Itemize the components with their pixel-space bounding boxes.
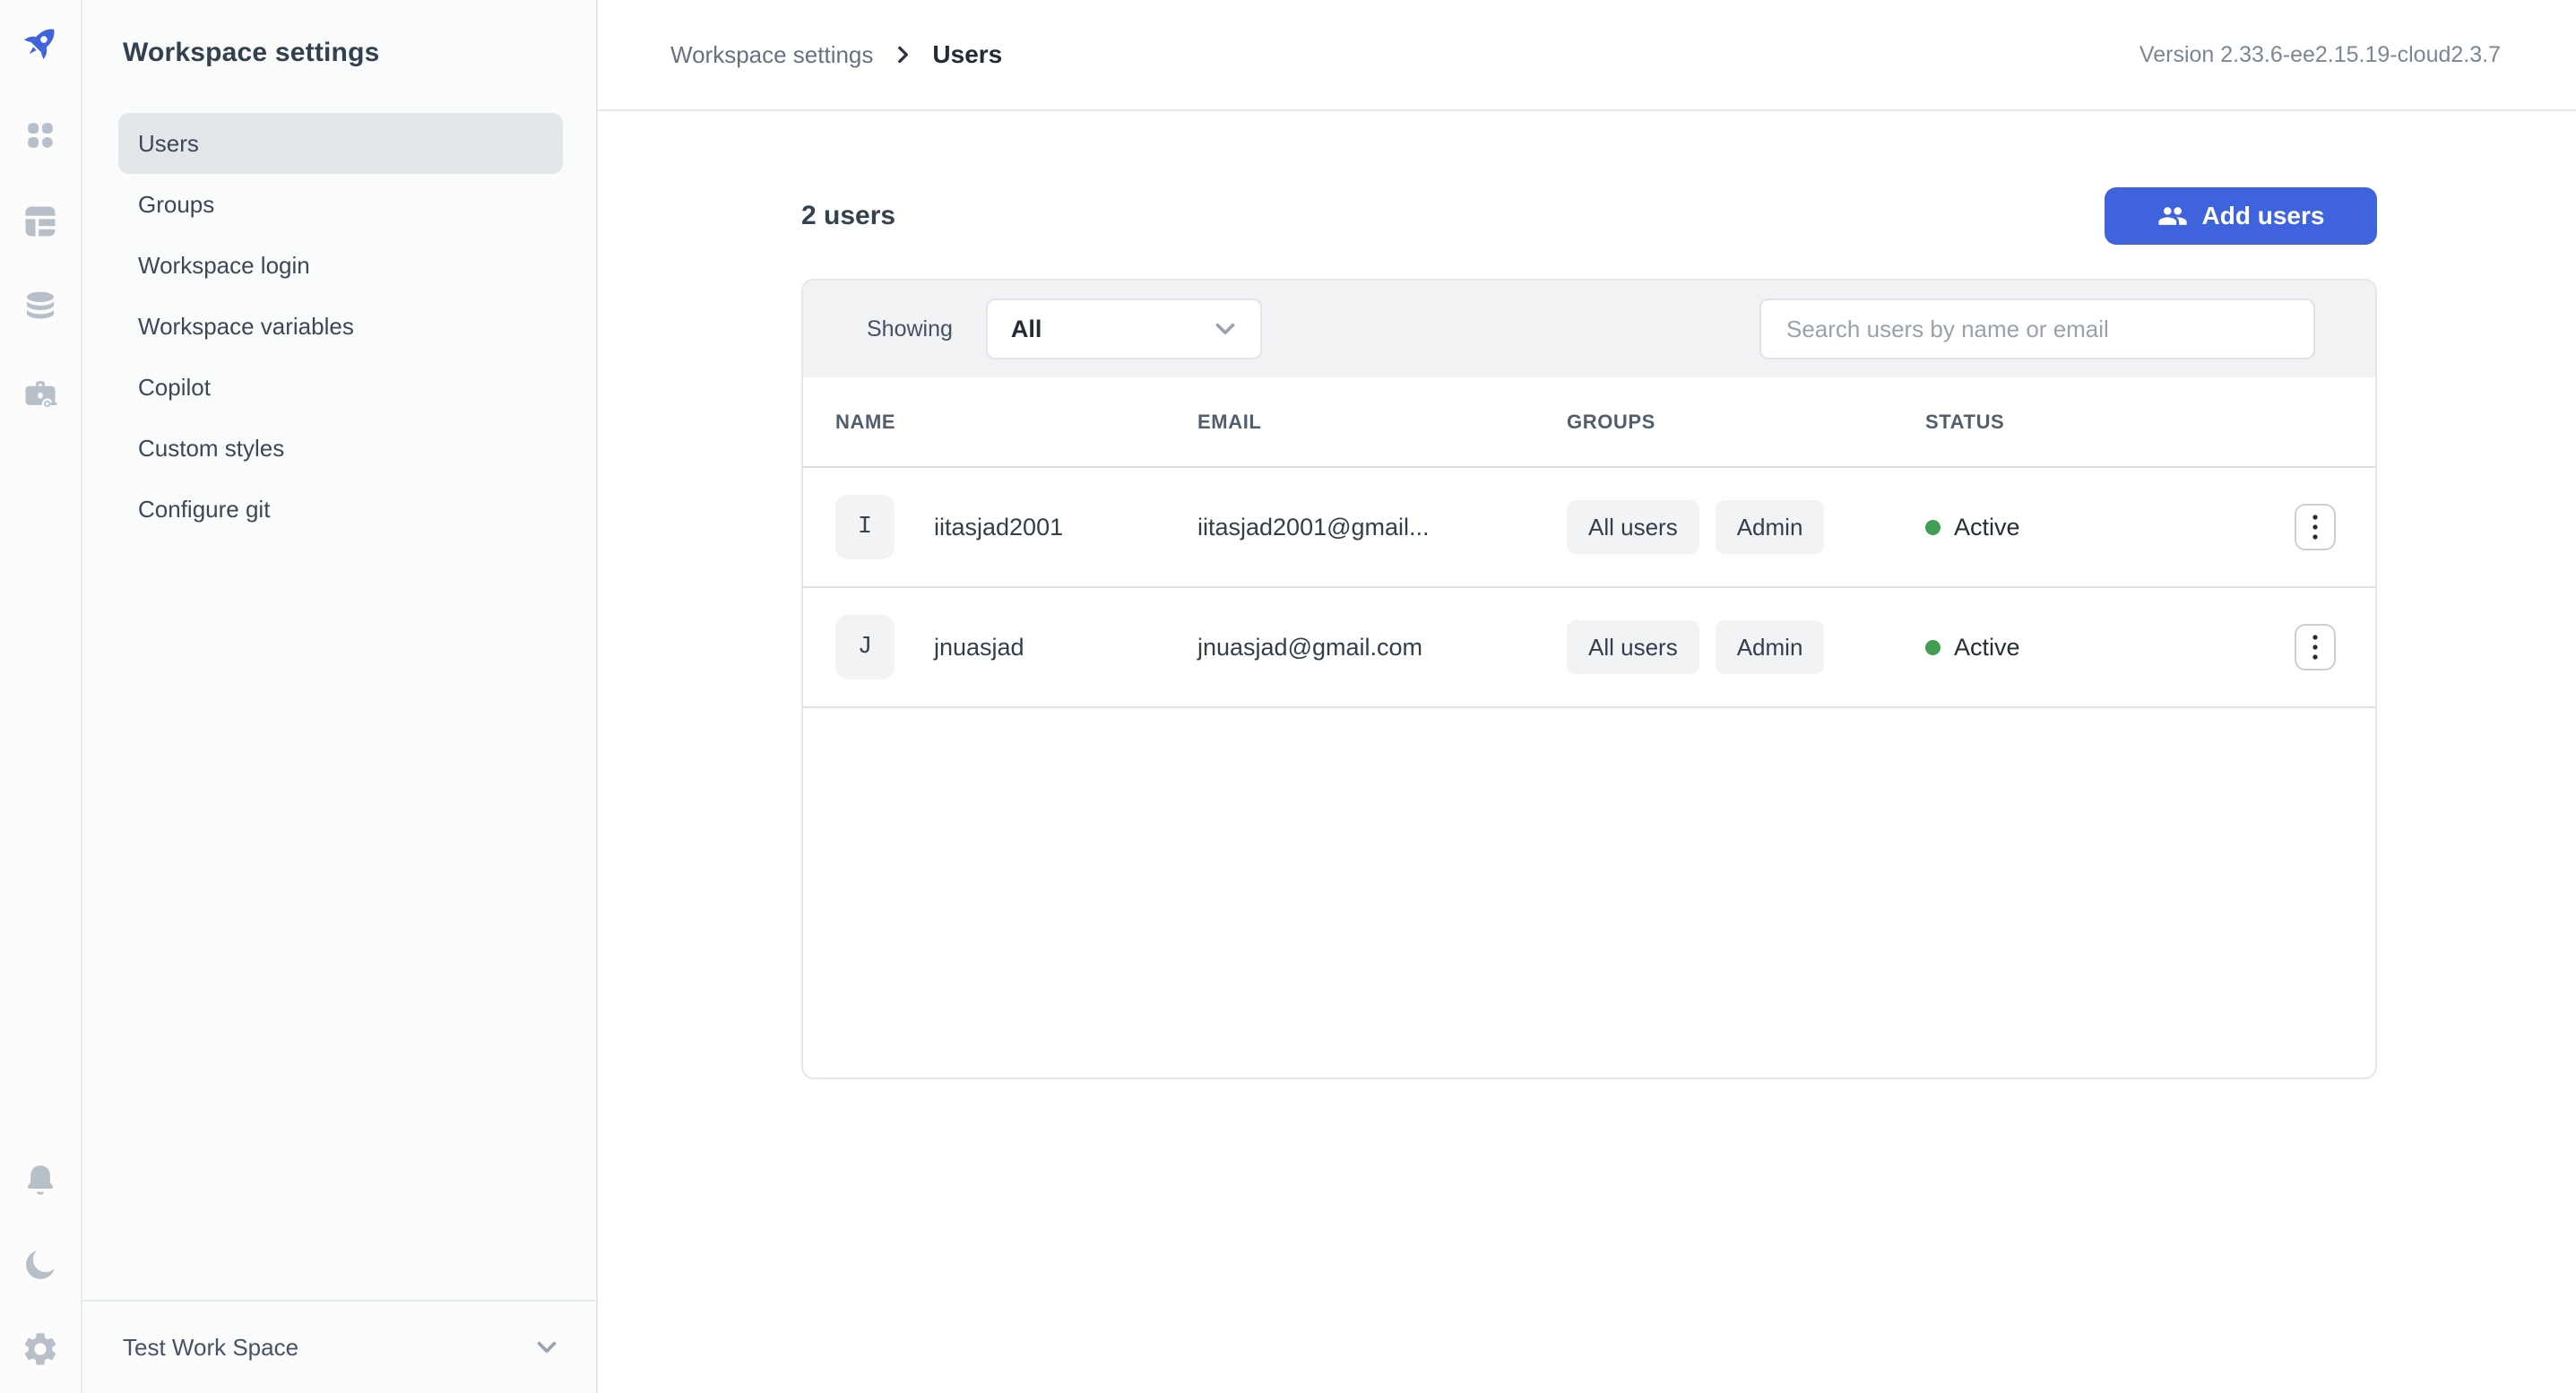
sidebar-item-users[interactable]: Users <box>118 113 563 174</box>
column-header-email: EMAIL <box>1197 410 1262 433</box>
user-filter-dropdown[interactable]: All <box>985 298 1262 359</box>
group-badge: Admin <box>1715 500 1825 554</box>
datasources-database-icon[interactable] <box>20 287 61 328</box>
group-badge: All users <box>1567 620 1699 674</box>
breadcrumb-workspace-settings[interactable]: Workspace settings <box>670 40 874 68</box>
dark-mode-moon-icon[interactable] <box>20 1244 61 1285</box>
chevron-down-icon <box>1215 323 1235 335</box>
column-header-status: STATUS <box>1925 410 2005 433</box>
column-header-name: NAME <box>835 410 896 433</box>
layout-pages-icon[interactable] <box>20 201 61 242</box>
users-page-content: 2 users Add users Showing All <box>598 111 2576 1079</box>
sidebar-item-workspace-login[interactable]: Workspace login <box>138 251 310 279</box>
user-email: iitasjad2001@gmail... <box>1197 513 1430 541</box>
breadcrumb: Workspace settings Users <box>670 40 1002 69</box>
user-count-heading: 2 users <box>801 201 896 230</box>
settings-sidebar: Workspace settings Users Groups Workspac… <box>82 0 598 1393</box>
status-active-dot <box>1925 519 1941 535</box>
table-toolbar: Showing All <box>803 281 2375 377</box>
row-actions-kebab-button[interactable] <box>2295 504 2336 550</box>
table-row: J jnuasjad jnuasjad@gmail.com All users … <box>803 588 2375 708</box>
page-header: Workspace settings Users Version 2.33.6-… <box>598 0 2576 111</box>
table-header-row: NAME EMAIL GROUPS STATUS <box>803 377 2375 468</box>
chevron-down-icon <box>537 1341 557 1354</box>
row-actions-kebab-button[interactable] <box>2295 624 2336 671</box>
user-name: jnuasjad <box>934 633 1024 661</box>
chevron-right-icon <box>898 46 909 64</box>
add-users-label: Add users <box>2201 202 2325 229</box>
table-row: I iitasjad2001 iitasjad2001@gmail... All… <box>803 468 2375 588</box>
sidebar-item-custom-styles[interactable]: Custom styles <box>138 434 285 462</box>
toolbox-key-icon[interactable] <box>20 373 61 414</box>
breadcrumb-users: Users <box>932 40 1003 68</box>
users-table-card: Showing All NAME EMAIL GROUPS STATUS <box>801 279 2377 1079</box>
settings-gear-icon[interactable] <box>20 1328 61 1370</box>
avatar: J <box>835 615 895 679</box>
group-badge: All users <box>1567 500 1699 554</box>
settings-nav: Users Groups Workspace login Workspace v… <box>118 113 563 540</box>
avatar: I <box>835 495 895 559</box>
app-logo-rocket-icon[interactable] <box>19 22 62 65</box>
rail-nav-icons <box>20 115 61 414</box>
sidebar-title: Workspace settings <box>123 38 380 67</box>
notifications-bell-icon[interactable] <box>20 1160 61 1201</box>
sidebar-item-configure-git[interactable]: Configure git <box>138 495 271 523</box>
group-badge: Admin <box>1715 620 1825 674</box>
workspace-name: Test Work Space <box>123 1333 299 1361</box>
rail-utility-icons <box>0 1160 81 1370</box>
workspace-switcher[interactable]: Test Work Space <box>82 1300 596 1393</box>
search-users-input[interactable] <box>1759 298 2315 359</box>
main-area: Workspace settings Users Version 2.33.6-… <box>598 0 2576 1393</box>
add-users-people-icon <box>2157 207 2187 225</box>
apps-grid-icon[interactable] <box>20 115 61 156</box>
content-header-row: 2 users Add users <box>801 187 2377 245</box>
sidebar-item-groups[interactable]: Groups <box>138 190 215 218</box>
user-email: jnuasjad@gmail.com <box>1197 633 1423 661</box>
sidebar-item-copilot[interactable]: Copilot <box>138 373 211 401</box>
version-label: Version 2.33.6-ee2.15.19-cloud2.3.7 <box>2139 41 2501 67</box>
icon-rail <box>0 0 82 1393</box>
add-users-button[interactable]: Add users <box>2105 187 2377 245</box>
column-header-groups: GROUPS <box>1567 410 1655 433</box>
status-active-dot <box>1925 639 1941 655</box>
user-name: iitasjad2001 <box>934 513 1064 541</box>
filter-selected-value: All <box>1010 315 1042 342</box>
status-label: Active <box>1954 633 2020 661</box>
status-label: Active <box>1954 513 2020 541</box>
sidebar-item-workspace-variables[interactable]: Workspace variables <box>138 312 354 340</box>
kebab-menu-icon <box>2312 635 2318 660</box>
showing-label: Showing <box>867 316 953 342</box>
kebab-menu-icon <box>2312 515 2318 540</box>
table-empty-space <box>803 708 2375 1077</box>
